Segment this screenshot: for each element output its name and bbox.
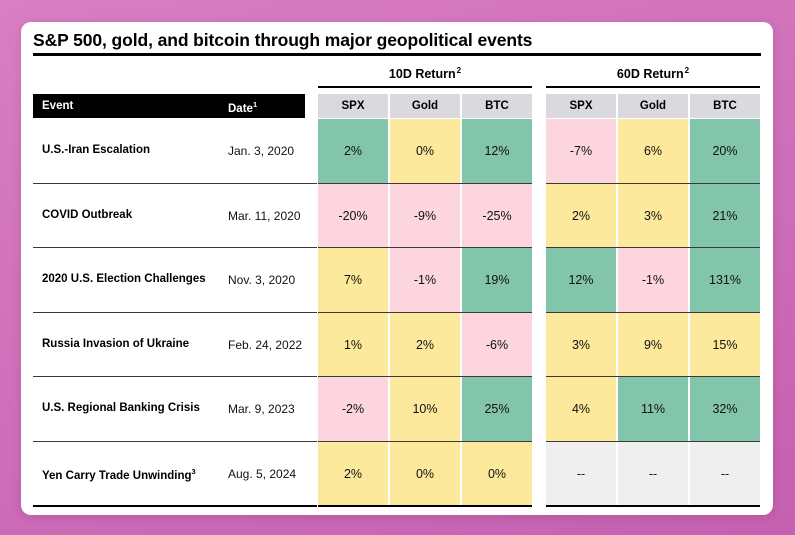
row-divider bbox=[546, 247, 760, 248]
table-cell: 11% bbox=[618, 377, 688, 441]
title-rule bbox=[33, 53, 761, 56]
event-name: Yen Carry Trade Unwinding3 bbox=[42, 467, 196, 482]
table-cell: -2% bbox=[318, 377, 388, 441]
event-name-text: Russia Invasion of Ukraine bbox=[42, 337, 189, 350]
table-cell: 2% bbox=[318, 441, 388, 506]
table-cell: 10% bbox=[390, 377, 460, 441]
row-divider bbox=[318, 182, 532, 184]
table-cell: -25% bbox=[462, 183, 532, 248]
table-cell: -- bbox=[690, 441, 760, 506]
group-header-10d: 10D Return2 bbox=[318, 66, 532, 81]
event-column-header: Event bbox=[42, 100, 74, 112]
table-cell: -7% bbox=[546, 119, 616, 183]
table-cell: 4% bbox=[546, 377, 616, 441]
table-cell: 2% bbox=[546, 183, 616, 248]
group-header-60d: 60D Return2 bbox=[546, 66, 760, 81]
event-name-text: U.S.-Iran Escalation bbox=[42, 144, 151, 156]
event-date: Nov. 3, 2020 bbox=[228, 273, 296, 287]
group-rule-60d bbox=[546, 86, 760, 88]
table-cell: 0% bbox=[462, 441, 532, 506]
row-divider bbox=[33, 440, 317, 442]
event-date-header: Event Date1 bbox=[33, 94, 305, 118]
event-date: Feb. 24, 2022 bbox=[228, 337, 303, 352]
date-column-header-label: Date bbox=[228, 102, 253, 115]
column-header-10d-gold: Gold bbox=[390, 94, 460, 118]
table-cell: 9% bbox=[618, 312, 688, 377]
event-name-text: Yen Carry Trade Unwinding bbox=[42, 469, 192, 482]
table-cell: 6% bbox=[618, 119, 688, 183]
table-cell: -1% bbox=[390, 248, 460, 312]
table-cell: 7% bbox=[318, 248, 388, 312]
row-divider bbox=[33, 376, 317, 377]
column-header-60d-spx: SPX bbox=[546, 94, 616, 118]
row-divider bbox=[546, 505, 760, 507]
group-rule-10d bbox=[318, 86, 532, 88]
chart-title: S&P 500, gold, and bitcoin through major… bbox=[33, 30, 533, 50]
table-cell: 1% bbox=[318, 312, 388, 377]
event-date: Jan. 3, 2020 bbox=[228, 144, 295, 158]
row-divider bbox=[318, 505, 532, 507]
table-cell: -6% bbox=[462, 312, 532, 377]
table-cell: 0% bbox=[390, 119, 460, 183]
event-date: Aug. 5, 2024 bbox=[228, 466, 297, 481]
row-divider bbox=[33, 311, 317, 313]
table-cell: 2% bbox=[318, 119, 388, 183]
row-divider bbox=[33, 247, 317, 248]
column-header-10d-btc: BTC bbox=[462, 94, 532, 118]
date-column-header: Date1 bbox=[228, 100, 257, 115]
event-name: 2020 U.S. Election Challenges bbox=[42, 273, 206, 285]
table-cell: -9% bbox=[390, 183, 460, 248]
table-cell: 131% bbox=[690, 248, 760, 312]
date-column-footnote: 1 bbox=[252, 100, 258, 109]
table-cell: 3% bbox=[546, 312, 616, 377]
event-date: Mar. 9, 2023 bbox=[228, 402, 295, 416]
table-cell: 0% bbox=[390, 441, 460, 506]
event-name-text: 2020 U.S. Election Challenges bbox=[42, 273, 206, 285]
table-cell: 19% bbox=[462, 248, 532, 312]
table-cell: 15% bbox=[690, 312, 760, 377]
table-card: S&P 500, gold, and bitcoin through major… bbox=[21, 22, 773, 515]
group-header-60d-footnote: 2 bbox=[684, 66, 690, 75]
row-divider bbox=[318, 376, 532, 377]
column-header-60d-gold: Gold bbox=[618, 94, 688, 118]
table-cell: -- bbox=[618, 441, 688, 506]
event-name: COVID Outbreak bbox=[42, 209, 132, 221]
event-name: U.S.-Iran Escalation bbox=[42, 144, 150, 156]
table-cell: -20% bbox=[318, 183, 388, 248]
event-name-text: U.S. Regional Banking Crisis bbox=[42, 402, 200, 414]
event-name-text: COVID Outbreak bbox=[42, 208, 133, 221]
event-date: Mar. 11, 2020 bbox=[228, 208, 301, 223]
row-divider bbox=[546, 311, 760, 313]
table-cell: 20% bbox=[690, 119, 760, 183]
table-cell: -- bbox=[546, 441, 616, 506]
row-divider bbox=[318, 311, 532, 313]
event-footnote: 3 bbox=[191, 466, 196, 476]
group-header-10d-footnote: 2 bbox=[456, 66, 462, 75]
row-divider bbox=[318, 247, 532, 248]
table-cell: 25% bbox=[462, 377, 532, 441]
table-cell: -1% bbox=[618, 248, 688, 312]
column-header-10d-spx: SPX bbox=[318, 94, 388, 118]
table-cell: 21% bbox=[690, 183, 760, 248]
table-cell: 2% bbox=[390, 312, 460, 377]
row-divider bbox=[546, 182, 760, 184]
row-divider bbox=[546, 376, 760, 377]
row-divider bbox=[33, 505, 317, 507]
table-cell: 3% bbox=[618, 183, 688, 248]
group-header-10d-label: 10D Return bbox=[388, 67, 456, 82]
column-header-60d-btc: BTC bbox=[690, 94, 760, 118]
row-divider bbox=[318, 440, 532, 442]
event-name: U.S. Regional Banking Crisis bbox=[42, 402, 200, 414]
group-header-60d-label: 60D Return bbox=[616, 67, 684, 82]
row-divider bbox=[546, 440, 760, 442]
table-cell: 12% bbox=[462, 119, 532, 183]
row-divider bbox=[33, 182, 317, 184]
table-cell: 32% bbox=[690, 377, 760, 441]
event-name: Russia Invasion of Ukraine bbox=[42, 338, 189, 350]
table-cell: 12% bbox=[546, 248, 616, 312]
